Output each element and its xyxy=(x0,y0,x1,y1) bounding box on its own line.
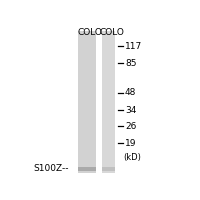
Text: 48: 48 xyxy=(125,88,136,97)
Bar xyxy=(102,31,115,173)
Text: 34: 34 xyxy=(125,106,136,115)
Bar xyxy=(78,31,96,173)
Text: COLO: COLO xyxy=(99,28,124,37)
Bar xyxy=(102,167,115,171)
Text: 85: 85 xyxy=(125,59,136,68)
Text: S100Z--: S100Z-- xyxy=(34,164,69,173)
Text: 26: 26 xyxy=(125,122,136,131)
Text: 117: 117 xyxy=(125,42,142,51)
Bar xyxy=(78,167,96,171)
Text: 19: 19 xyxy=(125,139,136,148)
Text: (kD): (kD) xyxy=(123,153,141,162)
Text: COLO: COLO xyxy=(78,28,103,37)
